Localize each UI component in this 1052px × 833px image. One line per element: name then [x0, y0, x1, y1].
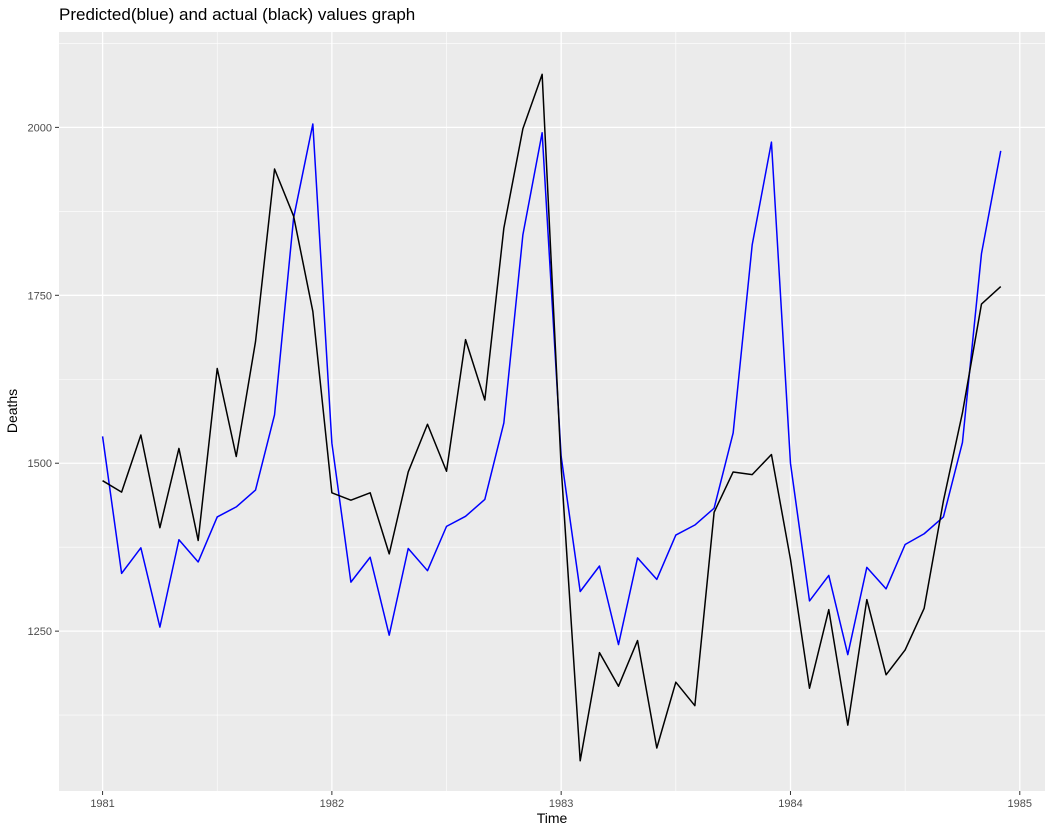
x-tick-label: 1981: [90, 798, 114, 810]
x-axis-title: Time: [537, 810, 568, 826]
x-tick-label: 1983: [549, 798, 573, 810]
y-tick-labels: 1250 1500 1750 2000: [28, 122, 52, 638]
x-tick-label: 1982: [320, 798, 344, 810]
minor-gridlines: [59, 32, 1045, 791]
series-layer: [101, 73, 1002, 762]
predicted-series-line: [101, 123, 1002, 656]
x-tick-label: 1985: [1008, 798, 1032, 810]
actual-series-line: [102, 73, 1002, 762]
x-tick-label: 1984: [778, 798, 802, 810]
y-tick-label: 1750: [28, 290, 52, 302]
chart-title: Predicted(blue) and actual (black) value…: [59, 5, 415, 24]
y-tick-label: 2000: [28, 122, 52, 134]
y-axis-title: Deaths: [4, 389, 20, 433]
x-tick-labels: 1981 1982 1983 1984 1985: [90, 798, 1032, 810]
plot-panel: [59, 32, 1045, 791]
axis-ticks: [55, 126, 1021, 795]
y-tick-label: 1250: [28, 626, 52, 638]
y-tick-label: 1500: [28, 458, 52, 470]
